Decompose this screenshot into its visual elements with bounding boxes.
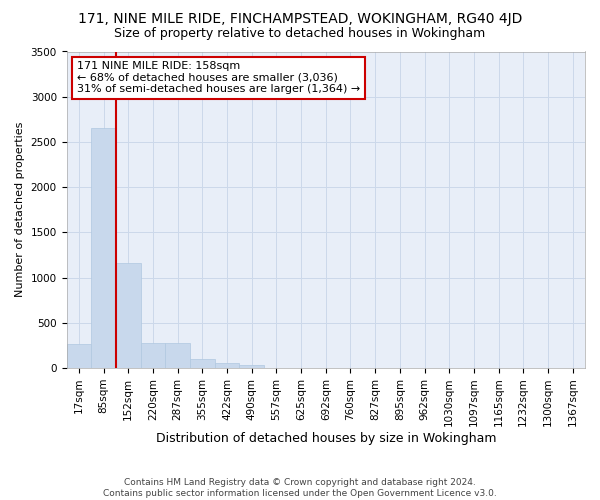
Bar xyxy=(165,342,190,368)
Text: 171, NINE MILE RIDE, FINCHAMPSTEAD, WOKINGHAM, RG40 4JD: 171, NINE MILE RIDE, FINCHAMPSTEAD, WOKI… xyxy=(78,12,522,26)
Text: 171 NINE MILE RIDE: 158sqm
← 68% of detached houses are smaller (3,036)
31% of s: 171 NINE MILE RIDE: 158sqm ← 68% of deta… xyxy=(77,61,360,94)
Text: Contains HM Land Registry data © Crown copyright and database right 2024.
Contai: Contains HM Land Registry data © Crown c… xyxy=(103,478,497,498)
Text: Size of property relative to detached houses in Wokingham: Size of property relative to detached ho… xyxy=(115,28,485,40)
Bar xyxy=(190,360,215,368)
Bar xyxy=(140,342,165,368)
Bar xyxy=(91,128,116,368)
Y-axis label: Number of detached properties: Number of detached properties xyxy=(15,122,25,298)
Bar xyxy=(67,344,91,368)
X-axis label: Distribution of detached houses by size in Wokingham: Distribution of detached houses by size … xyxy=(155,432,496,445)
Bar xyxy=(116,263,140,368)
Bar xyxy=(215,362,239,368)
Bar xyxy=(239,364,264,368)
